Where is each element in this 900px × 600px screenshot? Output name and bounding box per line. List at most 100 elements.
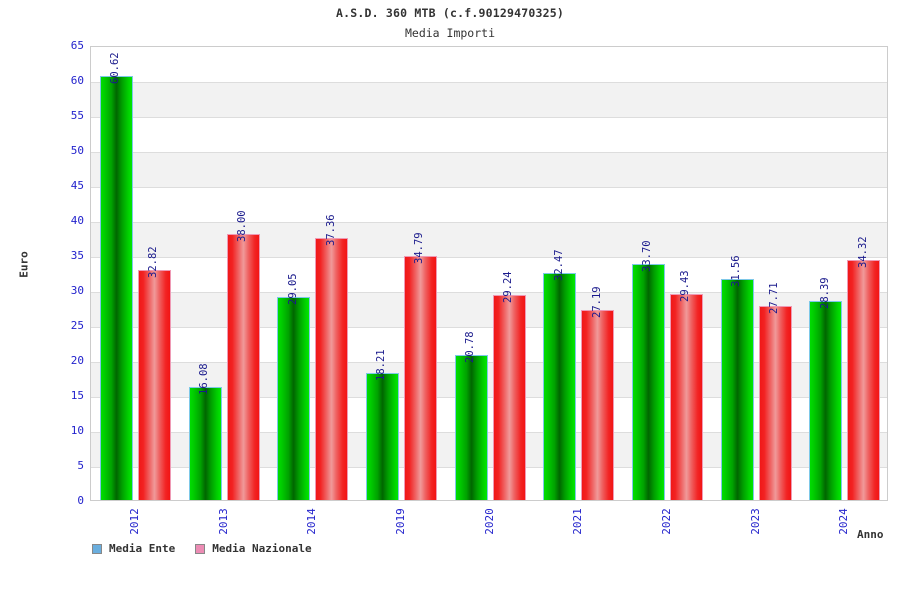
y-tick-label: 10 <box>70 424 84 437</box>
y-tick-label: 40 <box>70 214 84 227</box>
bar-value-label: 32.82 <box>147 246 160 279</box>
bar-media-nazionale-2014[interactable] <box>315 238 349 500</box>
bar-value-label: 29.05 <box>286 273 299 305</box>
chart-title: A.S.D. 360 MTB (c.f.90129470325) <box>336 6 564 20</box>
bar-media-nazionale-2022[interactable] <box>669 294 703 500</box>
y-tick-label: 30 <box>70 284 84 297</box>
bar-value-label: 29.24 <box>502 271 514 304</box>
background-band <box>91 432 887 467</box>
gridline <box>91 257 887 258</box>
bar-media-ente-2023[interactable] <box>720 279 754 500</box>
gridline <box>91 397 887 398</box>
x-tick-label-2020: 2020 <box>469 503 509 535</box>
y-axis-label: Euro <box>17 251 31 278</box>
bar-media-ente-2019[interactable] <box>365 372 399 500</box>
x-tick-text: 2014 <box>305 508 319 535</box>
y-tick-label: 20 <box>70 354 84 367</box>
plot-area: 60.62 32.82 16.08 38.00 29.05 37.36 18.21 34.79… <box>90 46 888 501</box>
bar-media-nazionale-2020[interactable] <box>492 295 526 500</box>
bar-media-nazionale-2024[interactable] <box>847 259 881 500</box>
background-band <box>91 222 887 257</box>
bar-media-nazionale-2012[interactable] <box>137 270 171 500</box>
gridline <box>91 117 887 118</box>
y-tick-label: 35 <box>70 249 84 262</box>
y-tick-label: 45 <box>70 179 84 192</box>
gridline <box>91 327 887 328</box>
bar-media-ente-2014[interactable] <box>277 296 311 500</box>
legend-item-media-ente[interactable]: Media Ente <box>92 542 175 555</box>
x-tick-label-2021: 2021 <box>558 503 598 535</box>
bar-value-label: 28.39 <box>818 277 831 310</box>
bar-value-label: 29.43 <box>679 270 692 302</box>
x-tick-text: 2023 <box>748 508 762 535</box>
bar-value-label: 20.78 <box>464 330 476 363</box>
bar-value-label: 33.70 <box>641 240 654 273</box>
bar-value-label: 37.36 <box>324 214 337 247</box>
bar-media-ente-2013[interactable] <box>188 387 222 500</box>
y-tick-label: 0 <box>77 494 84 507</box>
gridline <box>91 432 887 433</box>
bar-value-label: 34.79 <box>413 232 426 265</box>
x-tick-text: 2021 <box>571 508 585 535</box>
bar-value-label: 32.47 <box>552 249 565 281</box>
background-band <box>91 152 887 187</box>
gridline <box>91 362 887 363</box>
y-tick-label: 55 <box>70 109 84 122</box>
x-tick-label-2023: 2023 <box>735 503 775 535</box>
y-tick-label: 65 <box>70 39 84 52</box>
y-axis-ticks: 65 60 55 50 45 40 35 30 25 20 15 10 5 0 <box>38 40 84 506</box>
background-band <box>91 292 887 327</box>
x-tick-label-2012: 2012 <box>114 503 154 535</box>
legend-swatch-icon <box>195 543 206 554</box>
x-tick-text: 2012 <box>127 508 141 535</box>
chart-legend: Media Ente Media Nazionale <box>92 542 312 555</box>
y-tick-label: 15 <box>70 389 84 402</box>
chart-subtitle: Media Importi <box>404 26 495 40</box>
gridline <box>91 222 887 223</box>
gridline <box>91 187 887 188</box>
bar-media-nazionale-2019[interactable] <box>403 256 437 500</box>
legend-swatch-icon <box>92 543 102 554</box>
gridline <box>91 292 887 293</box>
bar-value-label: 38.00 <box>236 210 248 242</box>
bar-media-ente-2012[interactable] <box>99 75 133 500</box>
x-tick-label-2013: 2013 <box>203 503 243 535</box>
y-tick-label: 50 <box>70 144 84 157</box>
bar-media-nazionale-2021[interactable] <box>581 309 615 500</box>
bar-value-label: 60.62 <box>109 52 122 84</box>
x-tick-text: 2013 <box>216 508 230 535</box>
legend-item-media-nazionale[interactable]: Media Nazionale <box>195 542 312 555</box>
bar-media-ente-2021[interactable] <box>543 272 577 500</box>
bar-media-nazionale-2013[interactable] <box>226 234 260 500</box>
x-tick-label-2022: 2022 <box>646 503 686 535</box>
background-band <box>91 362 887 397</box>
bar-value-label: 18.21 <box>375 348 388 381</box>
x-tick-text: 2024 <box>837 508 851 535</box>
bar-media-ente-2022[interactable] <box>631 264 665 500</box>
y-tick-label: 60 <box>70 74 84 87</box>
bar-media-ente-2020[interactable] <box>454 354 488 500</box>
x-tick-label-2024: 2024 <box>824 503 864 535</box>
bar-value-label: 27.71 <box>768 282 780 315</box>
legend-label: Media Nazionale <box>212 542 312 555</box>
x-axis-label: Anno <box>857 528 884 541</box>
bar-value-label: 27.19 <box>590 286 603 318</box>
y-tick-label: 5 <box>77 459 84 472</box>
bar-value-label: 16.08 <box>198 363 210 396</box>
bar-value-label: 31.56 <box>730 255 742 288</box>
bar-media-nazionale-2023[interactable] <box>758 306 792 500</box>
gridline <box>91 82 887 83</box>
background-band <box>91 82 887 117</box>
x-tick-text: 2019 <box>393 508 407 535</box>
bar-media-ente-2024[interactable] <box>809 301 843 500</box>
gridline <box>91 152 887 153</box>
y-tick-label: 25 <box>70 319 84 332</box>
x-tick-label-2019: 2019 <box>380 503 420 535</box>
x-tick-text: 2022 <box>659 508 673 535</box>
x-tick-label-2014: 2014 <box>292 503 332 535</box>
x-axis-ticks: 2012 2013 2014 2019 2020 2021 2022 2023 2024 <box>90 503 888 543</box>
x-tick-text: 2020 <box>482 508 496 535</box>
legend-label: Media Ente <box>109 542 176 555</box>
bar-value-label: 34.32 <box>856 236 869 268</box>
